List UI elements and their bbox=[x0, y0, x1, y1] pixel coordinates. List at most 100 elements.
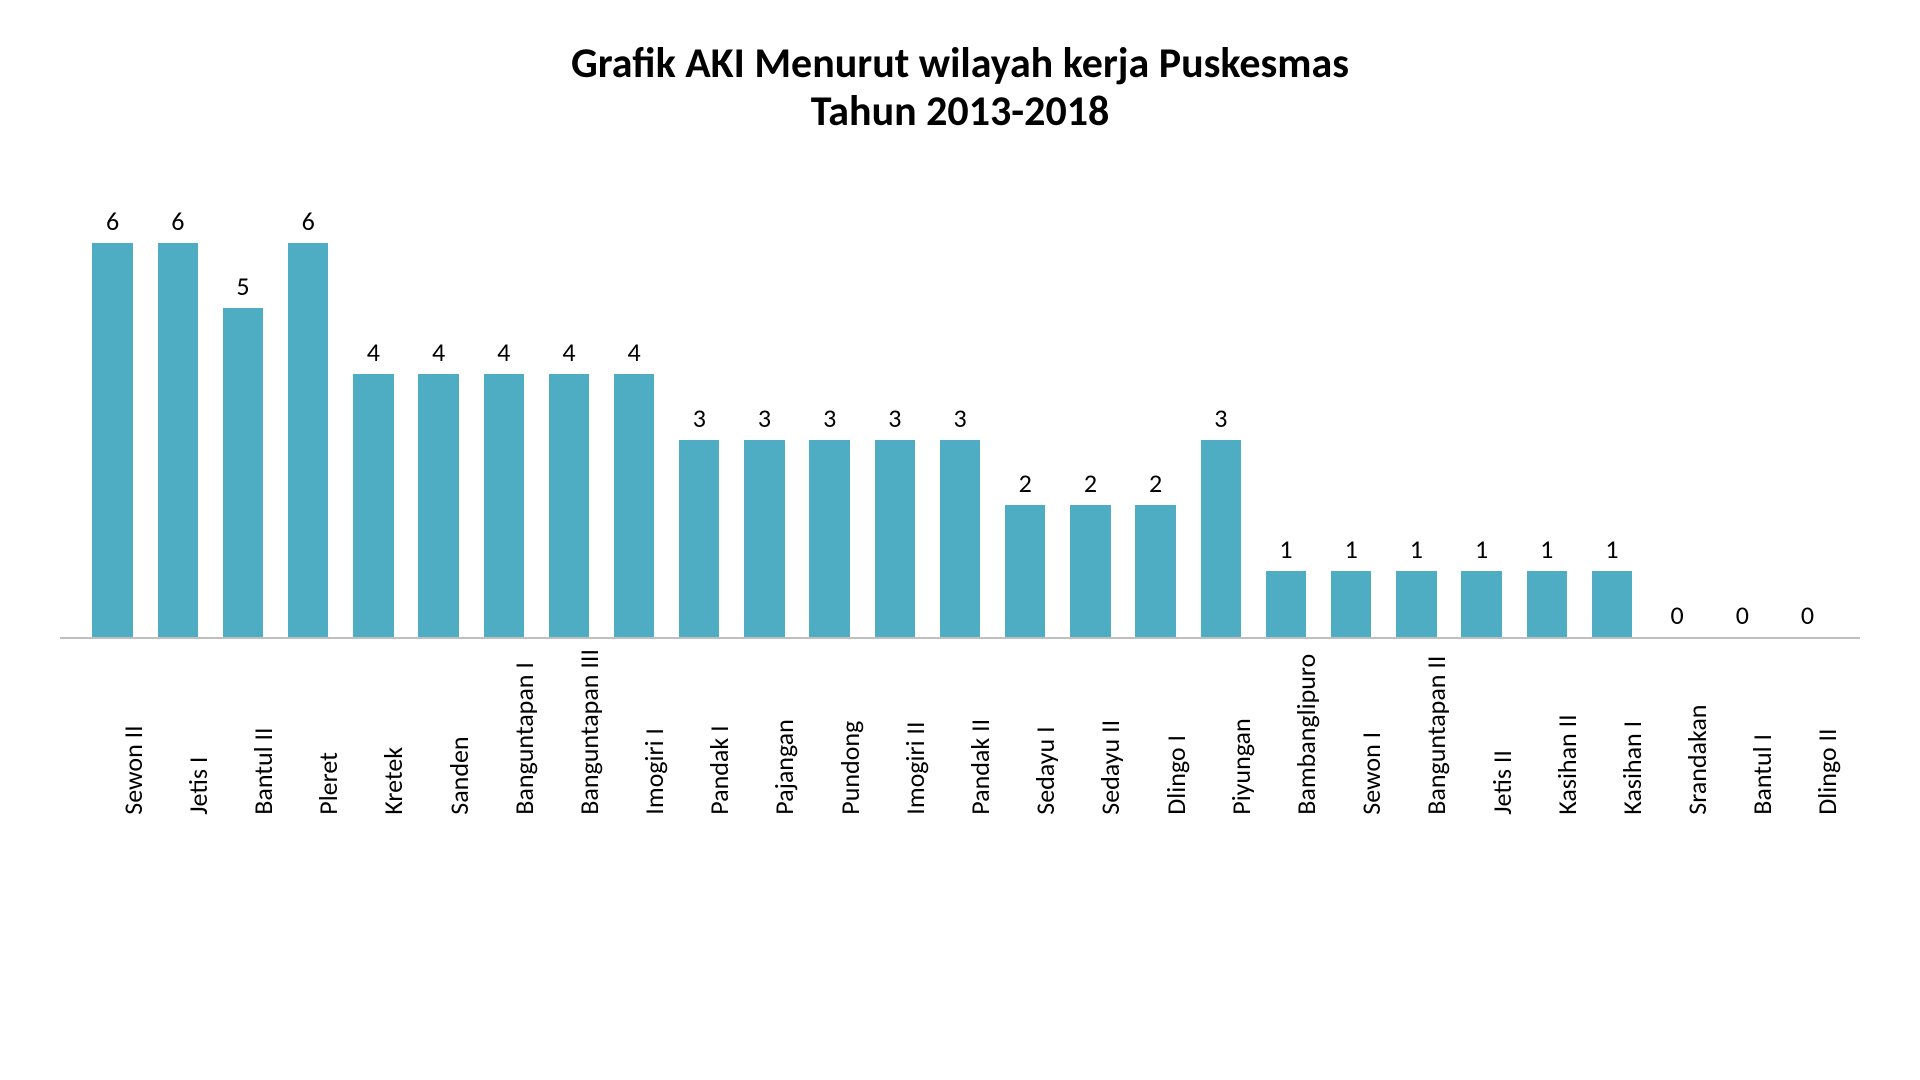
bar-value-label: 3 bbox=[953, 402, 966, 434]
bar-value-label: 6 bbox=[171, 205, 184, 237]
bar-value-label: 1 bbox=[1475, 533, 1488, 565]
bar bbox=[223, 308, 263, 636]
bar-chart: Grafik AKI Menurut wilayah kerja Puskesm… bbox=[0, 0, 1920, 814]
x-axis-label: Dlingo II bbox=[1811, 649, 1843, 815]
bar-slot: 4 bbox=[536, 336, 601, 637]
x-axis-label: Dlingo I bbox=[1160, 649, 1192, 815]
bar-slot: 5 bbox=[210, 270, 275, 636]
bar-value-label: 1 bbox=[1279, 533, 1292, 565]
x-axis-label: Pundong bbox=[834, 649, 866, 815]
bar-slot: 4 bbox=[406, 336, 471, 637]
bar-slot: 6 bbox=[145, 205, 210, 637]
x-label-slot: Sedayu II bbox=[1078, 649, 1143, 815]
x-label-slot: Jetis I bbox=[165, 649, 230, 815]
x-axis-label: Jetis II bbox=[1486, 649, 1518, 815]
bar bbox=[1201, 440, 1241, 637]
x-axis-label: Pleret bbox=[312, 649, 344, 815]
bar-value-label: 1 bbox=[1345, 533, 1358, 565]
x-axis-label: Bantul II bbox=[247, 649, 279, 815]
x-axis-label: Kretek bbox=[377, 649, 409, 815]
bar-value-label: 6 bbox=[106, 205, 119, 237]
x-axis-label: Banguntapan II bbox=[1420, 649, 1452, 815]
bar-slot: 4 bbox=[341, 336, 406, 637]
x-axis-label: Pajangan bbox=[768, 649, 800, 815]
bar-slot: 1 bbox=[1579, 533, 1644, 637]
bar-slot: 3 bbox=[927, 402, 992, 637]
x-axis-label: Piyungan bbox=[1225, 649, 1257, 815]
bar-slot: 0 bbox=[1775, 599, 1840, 637]
bar-value-label: 3 bbox=[888, 402, 901, 434]
x-axis-label: Banguntapan I bbox=[508, 649, 540, 815]
x-label-slot: Dlingo I bbox=[1143, 649, 1208, 815]
bar-value-label: 3 bbox=[1214, 402, 1227, 434]
bar-value-label: 1 bbox=[1410, 533, 1423, 565]
bar bbox=[1527, 571, 1567, 637]
bar-slot: 3 bbox=[797, 402, 862, 637]
x-axis-label: Sedayu II bbox=[1094, 649, 1126, 815]
bar bbox=[614, 374, 654, 637]
bar-slot: 3 bbox=[862, 402, 927, 637]
bar bbox=[549, 374, 589, 637]
x-label-slot: Dlingo II bbox=[1795, 649, 1860, 815]
bar bbox=[1070, 505, 1110, 636]
bar bbox=[744, 440, 784, 637]
x-axis-label: Bantul I bbox=[1746, 649, 1778, 815]
bar bbox=[484, 374, 524, 637]
bar-slot: 6 bbox=[80, 205, 145, 637]
bar-value-label: 5 bbox=[236, 270, 249, 302]
bar-value-label: 0 bbox=[1671, 599, 1684, 631]
bar-value-label: 0 bbox=[1736, 599, 1749, 631]
bar-value-label: 3 bbox=[823, 402, 836, 434]
bar-slot: 0 bbox=[1645, 599, 1710, 637]
x-label-slot: Banguntapan II bbox=[1404, 649, 1469, 815]
bar bbox=[1005, 505, 1045, 636]
bar-slot: 1 bbox=[1319, 533, 1384, 637]
x-label-slot: Piyungan bbox=[1208, 649, 1273, 815]
x-axis-label: Srandakan bbox=[1681, 649, 1713, 815]
bar-slot: 3 bbox=[1188, 402, 1253, 637]
x-axis-label: Sewon I bbox=[1355, 649, 1387, 815]
bar bbox=[875, 440, 915, 637]
bar-value-label: 4 bbox=[367, 336, 380, 368]
bar-slot: 1 bbox=[1253, 533, 1318, 637]
chart-title-line1: Grafik AKI Menurut wilayah kerja Puskesm… bbox=[571, 38, 1349, 89]
x-label-slot: Bantul II bbox=[230, 649, 295, 815]
x-label-slot: Sanden bbox=[426, 649, 491, 815]
bar-slot: 3 bbox=[732, 402, 797, 637]
bar bbox=[1266, 571, 1306, 637]
x-axis-label: Jetis I bbox=[182, 649, 214, 815]
bar bbox=[418, 374, 458, 637]
x-label-slot: Bantul I bbox=[1730, 649, 1795, 815]
bar-value-label: 4 bbox=[432, 336, 445, 368]
bar bbox=[288, 243, 328, 637]
x-label-slot: Kasihan II bbox=[1534, 649, 1599, 815]
bar-slot: 1 bbox=[1514, 533, 1579, 637]
x-axis-label: Pandak I bbox=[703, 649, 735, 815]
bar bbox=[1331, 571, 1371, 637]
x-axis-label: Sedayu I bbox=[1029, 649, 1061, 815]
bar bbox=[353, 374, 393, 637]
x-label-slot: Srandakan bbox=[1665, 649, 1730, 815]
bar bbox=[809, 440, 849, 637]
x-label-slot: Imogiri I bbox=[622, 649, 687, 815]
plot-area: 665644444333332223111111000 bbox=[60, 217, 1860, 639]
x-axis-label: Sanden bbox=[443, 649, 475, 815]
bar bbox=[92, 243, 132, 637]
x-label-slot: Pandak I bbox=[687, 649, 752, 815]
bar-slot: 6 bbox=[276, 205, 341, 637]
x-axis-label: Kasihan I bbox=[1616, 649, 1648, 815]
x-label-slot: Banguntapan III bbox=[556, 649, 621, 815]
bar bbox=[1135, 505, 1175, 636]
bar-value-label: 0 bbox=[1801, 599, 1814, 631]
bar-slot: 2 bbox=[993, 467, 1058, 636]
x-label-slot: Banguntapan I bbox=[491, 649, 556, 815]
x-axis-label: Kasihan II bbox=[1551, 649, 1583, 815]
bar-value-label: 3 bbox=[693, 402, 706, 434]
x-axis-labels: Sewon IIJetis IBantul IIPleretKretekSand… bbox=[100, 649, 1860, 815]
bar-value-label: 1 bbox=[1540, 533, 1553, 565]
bar bbox=[940, 440, 980, 637]
bar-slot: 0 bbox=[1710, 599, 1775, 637]
chart-title-line2: Tahun 2013-2018 bbox=[811, 86, 1110, 137]
bar bbox=[1396, 571, 1436, 637]
bar-value-label: 2 bbox=[1084, 467, 1097, 499]
